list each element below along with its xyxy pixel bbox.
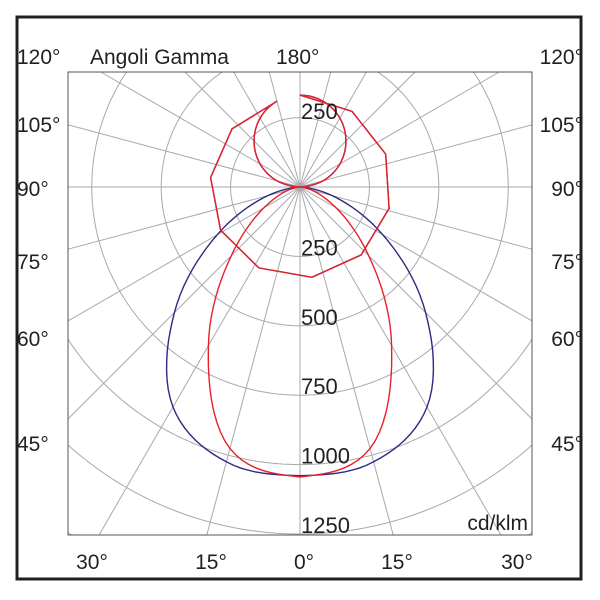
grid-spoke — [67, 124, 301, 188]
bottom-angle-label: 15° — [381, 551, 413, 574]
grid-spoke — [233, 71, 301, 188]
grid-spoke — [268, 71, 301, 188]
radial-tick-label: 1000 — [301, 444, 350, 469]
grid-spoke — [67, 186, 301, 322]
grid-spoke — [299, 71, 416, 188]
grid-spoke — [206, 186, 301, 536]
grid-spoke — [299, 186, 533, 322]
grid-spoke — [98, 186, 301, 536]
grid-spoke — [67, 186, 301, 420]
side-angle-label-left: 45° — [17, 433, 49, 456]
side-angle-label-left: 120° — [17, 46, 60, 69]
side-angle-label-left: 90° — [17, 178, 49, 201]
bottom-angle-label: 15° — [195, 551, 227, 574]
side-angle-label-left: 105° — [17, 114, 60, 137]
grid-spoke — [100, 71, 301, 188]
chart-title: Angoli Gamma — [90, 46, 229, 69]
top-angle-label: 180° — [276, 46, 319, 69]
plot-area-border — [67, 71, 533, 536]
side-angle-label-right: 45° — [551, 433, 583, 456]
grid-spoke — [299, 71, 332, 188]
side-angle-label-right: 105° — [540, 114, 583, 137]
bottom-angle-label: 30° — [76, 551, 108, 574]
bottom-angle-label: 30° — [501, 551, 533, 574]
grid-spoke — [67, 186, 301, 250]
grid-spoke — [299, 71, 367, 188]
bottom-angle-label: 0° — [294, 551, 314, 574]
side-angle-label-right: 75° — [551, 251, 583, 274]
grid-spoke — [299, 186, 533, 250]
radial-tick-label: 750 — [301, 374, 338, 399]
radial-tick-label: 500 — [301, 305, 338, 330]
series-curve-1 — [207, 94, 393, 478]
radial-tick-label: 1250 — [301, 513, 350, 538]
grid-spoke — [299, 186, 394, 536]
outer-frame — [15, 15, 583, 581]
grid-spoke — [299, 71, 500, 188]
side-angle-label-right: 90° — [551, 178, 583, 201]
grid-spoke — [299, 186, 533, 420]
side-angle-label-left: 75° — [17, 251, 49, 274]
upper-radial-label: 250 — [301, 99, 338, 124]
grid-spoke — [299, 186, 502, 536]
grid-spoke — [299, 124, 533, 188]
side-angle-label-right: 60° — [551, 328, 583, 351]
radial-tick-label: 250 — [301, 235, 338, 260]
side-angle-label-right: 120° — [540, 46, 583, 69]
grid-spoke — [184, 71, 301, 188]
side-angle-label-left: 60° — [17, 328, 49, 351]
unit-label: cd/klm — [467, 512, 528, 535]
